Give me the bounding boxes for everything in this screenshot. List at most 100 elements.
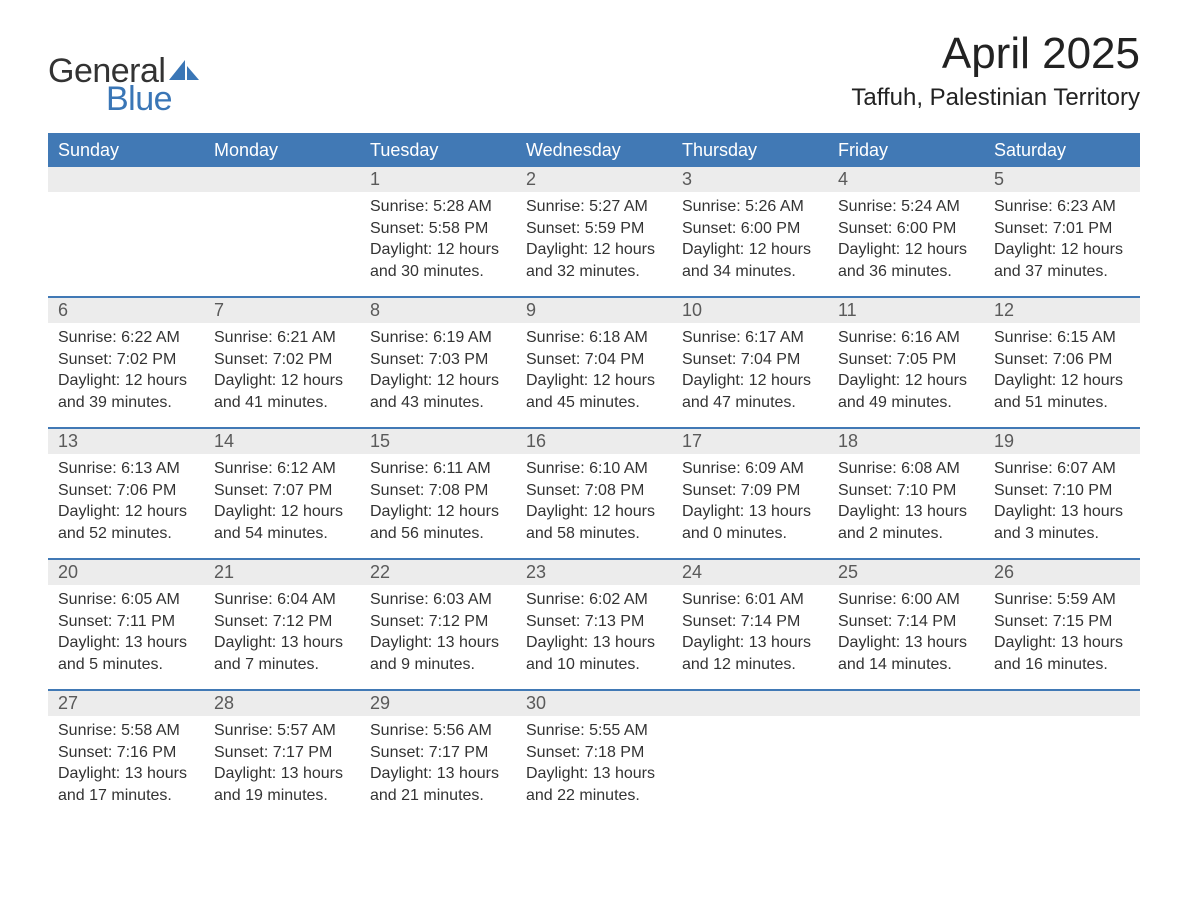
day-number: 5 xyxy=(984,167,1140,192)
daylight-text: Daylight: 13 hours and 2 minutes. xyxy=(838,501,974,544)
sunrise-text: Sunrise: 6:01 AM xyxy=(682,589,818,611)
brand-logo: General Blue xyxy=(48,54,199,119)
location-label: Taffuh, Palestinian Territory xyxy=(851,84,1140,112)
day-number: 24 xyxy=(672,560,828,585)
sunrise-text: Sunrise: 6:15 AM xyxy=(994,327,1130,349)
day-cell: Sunrise: 6:15 AMSunset: 7:06 PMDaylight:… xyxy=(984,323,1140,427)
sunset-text: Sunset: 6:00 PM xyxy=(838,218,974,240)
day-of-week-header: Sunday Monday Tuesday Wednesday Thursday… xyxy=(48,133,1140,167)
daylight-text: Daylight: 13 hours and 16 minutes. xyxy=(994,632,1130,675)
day-number-row: 6789101112 xyxy=(48,298,1140,323)
dow-sunday: Sunday xyxy=(48,133,204,167)
sunrise-text: Sunrise: 6:16 AM xyxy=(838,327,974,349)
sunrise-text: Sunrise: 6:02 AM xyxy=(526,589,662,611)
day-cell: Sunrise: 5:27 AMSunset: 5:59 PMDaylight:… xyxy=(516,192,672,296)
day-number: 26 xyxy=(984,560,1140,585)
sunrise-text: Sunrise: 5:27 AM xyxy=(526,196,662,218)
daylight-text: Daylight: 13 hours and 5 minutes. xyxy=(58,632,194,675)
day-number: 28 xyxy=(204,691,360,716)
daylight-text: Daylight: 12 hours and 54 minutes. xyxy=(214,501,350,544)
day-cell: Sunrise: 6:04 AMSunset: 7:12 PMDaylight:… xyxy=(204,585,360,689)
day-number: 1 xyxy=(360,167,516,192)
day-cell: Sunrise: 6:02 AMSunset: 7:13 PMDaylight:… xyxy=(516,585,672,689)
daylight-text: Daylight: 13 hours and 17 minutes. xyxy=(58,763,194,806)
day-number: 21 xyxy=(204,560,360,585)
day-number: 11 xyxy=(828,298,984,323)
day-number: 23 xyxy=(516,560,672,585)
daylight-text: Daylight: 13 hours and 10 minutes. xyxy=(526,632,662,675)
day-number xyxy=(984,691,1140,716)
day-number xyxy=(828,691,984,716)
day-cell: Sunrise: 6:07 AMSunset: 7:10 PMDaylight:… xyxy=(984,454,1140,558)
day-cell: Sunrise: 6:22 AMSunset: 7:02 PMDaylight:… xyxy=(48,323,204,427)
day-number: 10 xyxy=(672,298,828,323)
calendar-page: General Blue April 2025 Taffuh, Palestin… xyxy=(0,0,1188,860)
day-number: 16 xyxy=(516,429,672,454)
day-number: 27 xyxy=(48,691,204,716)
day-cell: Sunrise: 5:24 AMSunset: 6:00 PMDaylight:… xyxy=(828,192,984,296)
sunrise-text: Sunrise: 6:22 AM xyxy=(58,327,194,349)
daylight-text: Daylight: 12 hours and 45 minutes. xyxy=(526,370,662,413)
dow-saturday: Saturday xyxy=(984,133,1140,167)
sunset-text: Sunset: 7:10 PM xyxy=(838,480,974,502)
day-number: 14 xyxy=(204,429,360,454)
day-number: 4 xyxy=(828,167,984,192)
sunrise-text: Sunrise: 5:59 AM xyxy=(994,589,1130,611)
sunset-text: Sunset: 7:14 PM xyxy=(682,611,818,633)
daylight-text: Daylight: 13 hours and 21 minutes. xyxy=(370,763,506,806)
day-cell: Sunrise: 6:08 AMSunset: 7:10 PMDaylight:… xyxy=(828,454,984,558)
sunrise-text: Sunrise: 5:28 AM xyxy=(370,196,506,218)
day-number: 15 xyxy=(360,429,516,454)
daylight-text: Daylight: 13 hours and 14 minutes. xyxy=(838,632,974,675)
sunset-text: Sunset: 7:14 PM xyxy=(838,611,974,633)
sunset-text: Sunset: 7:11 PM xyxy=(58,611,194,633)
sunrise-text: Sunrise: 5:57 AM xyxy=(214,720,350,742)
day-body-row: Sunrise: 5:58 AMSunset: 7:16 PMDaylight:… xyxy=(48,716,1140,820)
daylight-text: Daylight: 12 hours and 41 minutes. xyxy=(214,370,350,413)
day-number xyxy=(204,167,360,192)
calendar-grid: Sunday Monday Tuesday Wednesday Thursday… xyxy=(48,133,1140,820)
day-number: 12 xyxy=(984,298,1140,323)
calendar-week: 6789101112Sunrise: 6:22 AMSunset: 7:02 P… xyxy=(48,296,1140,427)
daylight-text: Daylight: 12 hours and 47 minutes. xyxy=(682,370,818,413)
sunset-text: Sunset: 5:59 PM xyxy=(526,218,662,240)
sunrise-text: Sunrise: 6:13 AM xyxy=(58,458,194,480)
sunset-text: Sunset: 5:58 PM xyxy=(370,218,506,240)
daylight-text: Daylight: 12 hours and 32 minutes. xyxy=(526,239,662,282)
sunrise-text: Sunrise: 6:08 AM xyxy=(838,458,974,480)
day-cell: Sunrise: 6:01 AMSunset: 7:14 PMDaylight:… xyxy=(672,585,828,689)
day-cell xyxy=(984,716,1140,820)
title-block: April 2025 Taffuh, Palestinian Territory xyxy=(851,30,1140,112)
sunrise-text: Sunrise: 6:09 AM xyxy=(682,458,818,480)
day-cell: Sunrise: 5:57 AMSunset: 7:17 PMDaylight:… xyxy=(204,716,360,820)
sunset-text: Sunset: 7:06 PM xyxy=(58,480,194,502)
daylight-text: Daylight: 12 hours and 49 minutes. xyxy=(838,370,974,413)
day-cell: Sunrise: 6:16 AMSunset: 7:05 PMDaylight:… xyxy=(828,323,984,427)
sunset-text: Sunset: 7:02 PM xyxy=(58,349,194,371)
sunset-text: Sunset: 7:15 PM xyxy=(994,611,1130,633)
day-number: 3 xyxy=(672,167,828,192)
sunset-text: Sunset: 7:13 PM xyxy=(526,611,662,633)
sunrise-text: Sunrise: 6:21 AM xyxy=(214,327,350,349)
day-cell: Sunrise: 6:05 AMSunset: 7:11 PMDaylight:… xyxy=(48,585,204,689)
sunset-text: Sunset: 7:05 PM xyxy=(838,349,974,371)
dow-friday: Friday xyxy=(828,133,984,167)
day-cell: Sunrise: 6:18 AMSunset: 7:04 PMDaylight:… xyxy=(516,323,672,427)
sunrise-text: Sunrise: 6:07 AM xyxy=(994,458,1130,480)
sunrise-text: Sunrise: 6:05 AM xyxy=(58,589,194,611)
day-number: 29 xyxy=(360,691,516,716)
sunset-text: Sunset: 7:07 PM xyxy=(214,480,350,502)
sunset-text: Sunset: 7:12 PM xyxy=(370,611,506,633)
day-cell: Sunrise: 6:21 AMSunset: 7:02 PMDaylight:… xyxy=(204,323,360,427)
day-number xyxy=(672,691,828,716)
day-number: 2 xyxy=(516,167,672,192)
calendar-week: 13141516171819Sunrise: 6:13 AMSunset: 7:… xyxy=(48,427,1140,558)
sunrise-text: Sunrise: 5:56 AM xyxy=(370,720,506,742)
day-cell: Sunrise: 5:55 AMSunset: 7:18 PMDaylight:… xyxy=(516,716,672,820)
day-cell: Sunrise: 5:56 AMSunset: 7:17 PMDaylight:… xyxy=(360,716,516,820)
day-number: 9 xyxy=(516,298,672,323)
sunset-text: Sunset: 7:06 PM xyxy=(994,349,1130,371)
day-number-row: 12345 xyxy=(48,167,1140,192)
day-cell: Sunrise: 6:00 AMSunset: 7:14 PMDaylight:… xyxy=(828,585,984,689)
sunrise-text: Sunrise: 6:12 AM xyxy=(214,458,350,480)
